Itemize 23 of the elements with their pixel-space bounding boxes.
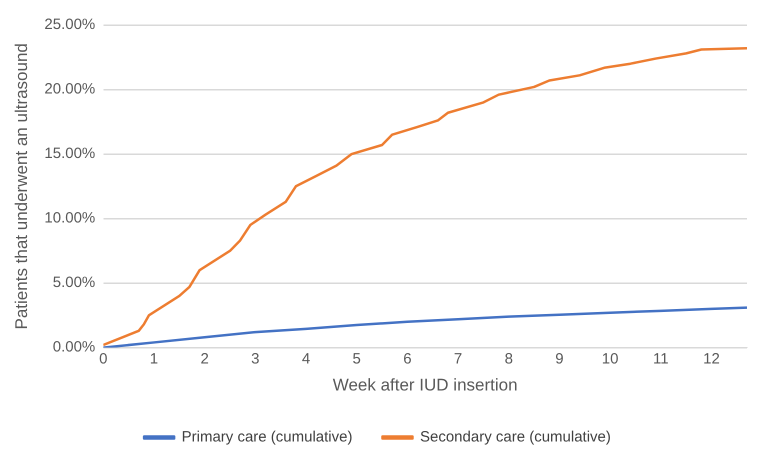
y-axis-title: Patients that underwent an ultrasound — [12, 43, 31, 330]
x-tick-label: 9 — [555, 350, 564, 368]
y-tick-label: 25.00% — [44, 16, 96, 34]
x-tick-label: 4 — [302, 350, 310, 368]
y-tick-label: 5.00% — [52, 274, 96, 292]
x-tick-label: 7 — [454, 350, 462, 368]
x-tick-label: 11 — [653, 350, 669, 368]
x-tick-label: 2 — [200, 350, 209, 368]
x-tick-label: 5 — [352, 350, 361, 368]
x-tick-label: 3 — [251, 350, 260, 368]
legend-label: Secondary care (cumulative) — [420, 428, 611, 446]
y-tick-label: 20.00% — [44, 80, 96, 98]
x-tick-label: 10 — [602, 350, 618, 368]
legend-label: Primary care (cumulative) — [182, 428, 352, 446]
y-tick-label: 0.00% — [52, 338, 96, 356]
x-tick-label: 6 — [403, 350, 412, 368]
x-axis-title: Week after IUD insertion — [332, 375, 518, 394]
x-tick-label: 8 — [504, 350, 513, 368]
x-tick-label: 12 — [703, 350, 720, 368]
x-tick-label: 1 — [150, 350, 158, 368]
y-tick-label: 15.00% — [44, 145, 96, 162]
y-tick-label: 10.00% — [44, 210, 96, 227]
x-tick-label: 0 — [99, 350, 108, 368]
